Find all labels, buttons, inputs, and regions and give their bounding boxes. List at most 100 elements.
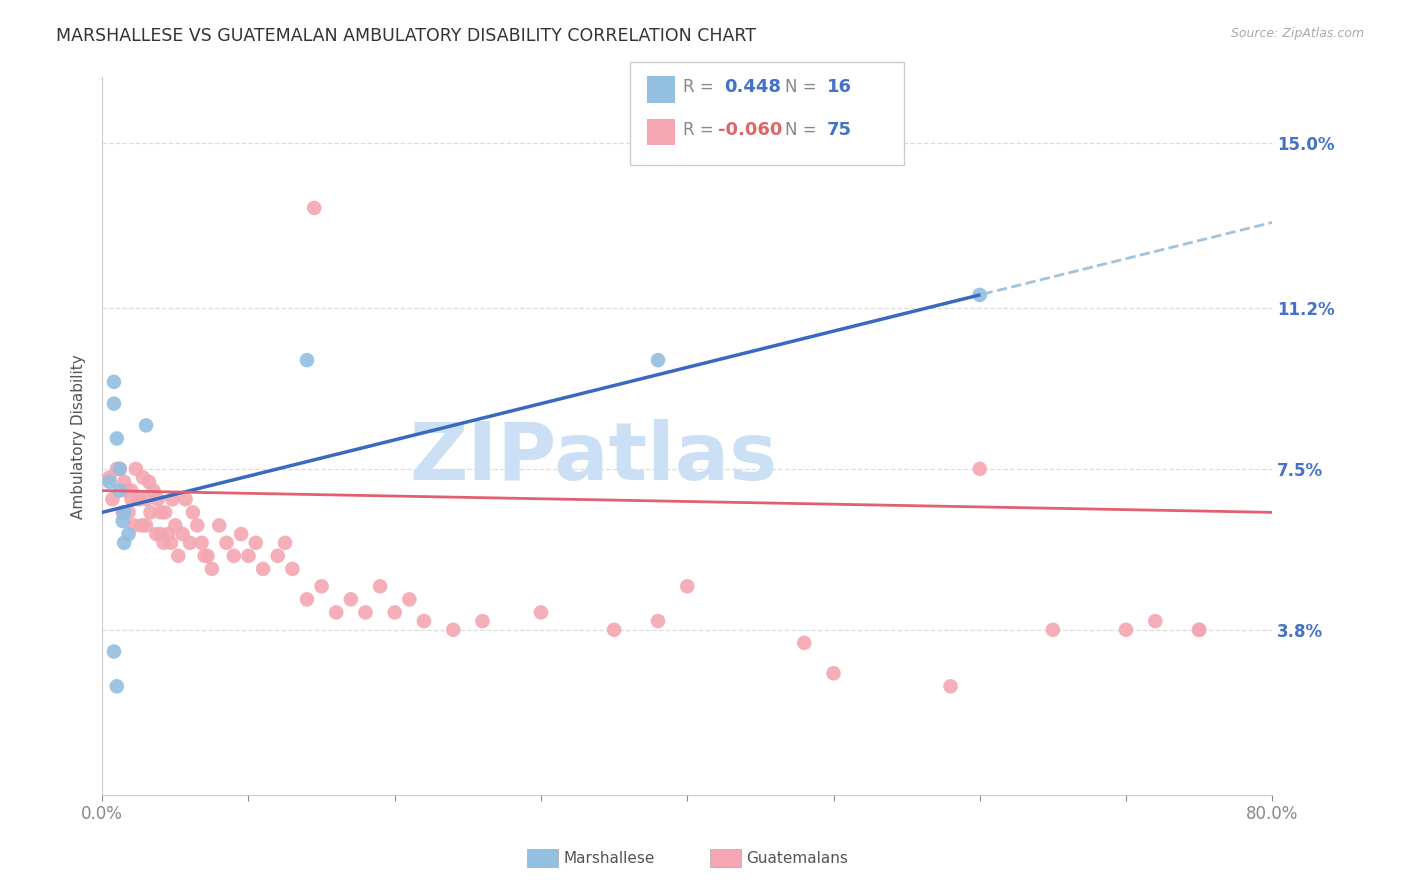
- Point: [969, 288, 991, 302]
- Text: ZIPatlas: ZIPatlas: [409, 418, 778, 497]
- Point: [101, 492, 124, 507]
- Point: [1042, 623, 1064, 637]
- Point: [340, 592, 363, 607]
- Point: [152, 536, 174, 550]
- Point: [603, 623, 626, 637]
- Point: [325, 606, 347, 620]
- Point: [115, 483, 138, 498]
- Point: [413, 614, 436, 628]
- Text: MARSHALLESE VS GUATEMALAN AMBULATORY DISABILITY CORRELATION CHART: MARSHALLESE VS GUATEMALAN AMBULATORY DIS…: [56, 27, 756, 45]
- Point: [172, 527, 194, 541]
- Point: [121, 492, 143, 507]
- Point: [103, 397, 125, 411]
- Point: [98, 475, 121, 489]
- Point: [823, 666, 845, 681]
- Point: [311, 579, 333, 593]
- Point: [132, 470, 155, 484]
- Point: [162, 492, 184, 507]
- Point: [471, 614, 494, 628]
- Point: [138, 475, 160, 489]
- Point: [121, 483, 143, 498]
- Point: [112, 536, 135, 550]
- Point: [231, 527, 253, 541]
- Point: [238, 549, 260, 563]
- Point: [105, 432, 128, 446]
- Point: [135, 418, 157, 433]
- Point: [194, 549, 217, 563]
- Text: -0.060: -0.060: [718, 121, 783, 139]
- Point: [530, 606, 553, 620]
- Point: [222, 549, 245, 563]
- Point: [295, 592, 318, 607]
- Text: 75: 75: [827, 121, 852, 139]
- Point: [108, 483, 131, 498]
- Point: [304, 201, 326, 215]
- Point: [125, 462, 148, 476]
- Point: [398, 592, 420, 607]
- Point: [208, 518, 231, 533]
- Text: 16: 16: [827, 78, 852, 96]
- Point: [190, 536, 212, 550]
- Point: [1115, 623, 1137, 637]
- Point: [145, 527, 167, 541]
- Point: [1188, 623, 1211, 637]
- Point: [105, 679, 128, 693]
- Point: [186, 518, 208, 533]
- Point: [167, 549, 190, 563]
- Point: [179, 536, 201, 550]
- Text: Marshallese: Marshallese: [564, 851, 655, 865]
- Point: [157, 527, 180, 541]
- Point: [146, 492, 169, 507]
- Point: [103, 375, 125, 389]
- Point: [103, 644, 125, 658]
- Point: [153, 505, 176, 519]
- Point: [98, 470, 121, 484]
- Point: [174, 492, 197, 507]
- Point: [149, 505, 172, 519]
- Point: [142, 483, 165, 498]
- Point: [112, 505, 135, 519]
- Point: [135, 518, 157, 533]
- Point: [131, 518, 153, 533]
- Point: [252, 562, 274, 576]
- Point: [939, 679, 962, 693]
- Point: [197, 549, 219, 563]
- Point: [676, 579, 699, 593]
- Text: Guatemalans: Guatemalans: [747, 851, 848, 865]
- Point: [384, 606, 406, 620]
- Point: [135, 492, 157, 507]
- Point: [1188, 623, 1211, 637]
- Point: [112, 475, 135, 489]
- Text: N =: N =: [785, 78, 821, 96]
- Text: 0.448: 0.448: [724, 78, 782, 96]
- Point: [111, 514, 134, 528]
- Text: R =: R =: [683, 121, 720, 139]
- Point: [1144, 614, 1167, 628]
- Point: [368, 579, 391, 593]
- Point: [105, 462, 128, 476]
- Point: [149, 527, 172, 541]
- Point: [160, 536, 183, 550]
- Point: [647, 614, 669, 628]
- Point: [165, 518, 187, 533]
- Point: [245, 536, 267, 550]
- Text: N =: N =: [785, 121, 821, 139]
- Point: [215, 536, 238, 550]
- Point: [793, 636, 815, 650]
- Point: [647, 353, 669, 368]
- Point: [267, 549, 290, 563]
- Point: [274, 536, 297, 550]
- Point: [117, 527, 139, 541]
- Point: [281, 562, 304, 576]
- Y-axis label: Ambulatory Disability: Ambulatory Disability: [72, 354, 86, 518]
- Point: [139, 505, 162, 519]
- Text: R =: R =: [683, 78, 720, 96]
- Point: [181, 505, 204, 519]
- Point: [295, 353, 318, 368]
- Point: [111, 505, 134, 519]
- Point: [354, 606, 377, 620]
- Text: Source: ZipAtlas.com: Source: ZipAtlas.com: [1230, 27, 1364, 40]
- Point: [108, 462, 131, 476]
- Point: [969, 462, 991, 476]
- Point: [441, 623, 464, 637]
